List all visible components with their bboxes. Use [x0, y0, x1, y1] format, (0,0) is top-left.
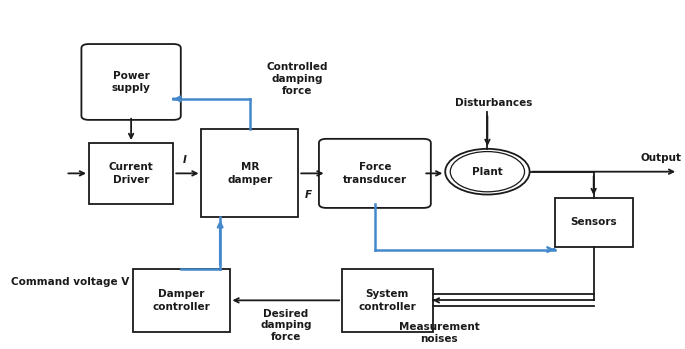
Text: I: I [182, 155, 186, 165]
FancyBboxPatch shape [133, 269, 229, 332]
Text: Output: Output [640, 153, 681, 163]
FancyBboxPatch shape [319, 139, 431, 208]
Text: Desired
damping
force: Desired damping force [260, 309, 312, 342]
Text: Power
supply: Power supply [112, 71, 151, 93]
Text: Command voltage V: Command voltage V [11, 277, 129, 287]
Text: Current
Driver: Current Driver [109, 162, 153, 185]
Text: MR
damper: MR damper [227, 162, 273, 185]
Text: Measurement
noises: Measurement noises [399, 322, 479, 344]
FancyBboxPatch shape [201, 129, 298, 217]
Text: Disturbances: Disturbances [455, 98, 532, 108]
Text: Damper
controller: Damper controller [152, 289, 210, 312]
Text: F: F [305, 190, 312, 200]
FancyBboxPatch shape [342, 269, 433, 332]
Text: Controlled
damping
force: Controlled damping force [266, 62, 327, 96]
Text: Plant: Plant [472, 167, 503, 177]
Text: Force
transducer: Force transducer [342, 162, 407, 185]
Text: Sensors: Sensors [571, 217, 617, 228]
FancyBboxPatch shape [89, 143, 173, 204]
Ellipse shape [445, 149, 530, 194]
Text: System
controller: System controller [358, 289, 416, 312]
FancyBboxPatch shape [82, 44, 181, 120]
FancyBboxPatch shape [555, 198, 633, 247]
